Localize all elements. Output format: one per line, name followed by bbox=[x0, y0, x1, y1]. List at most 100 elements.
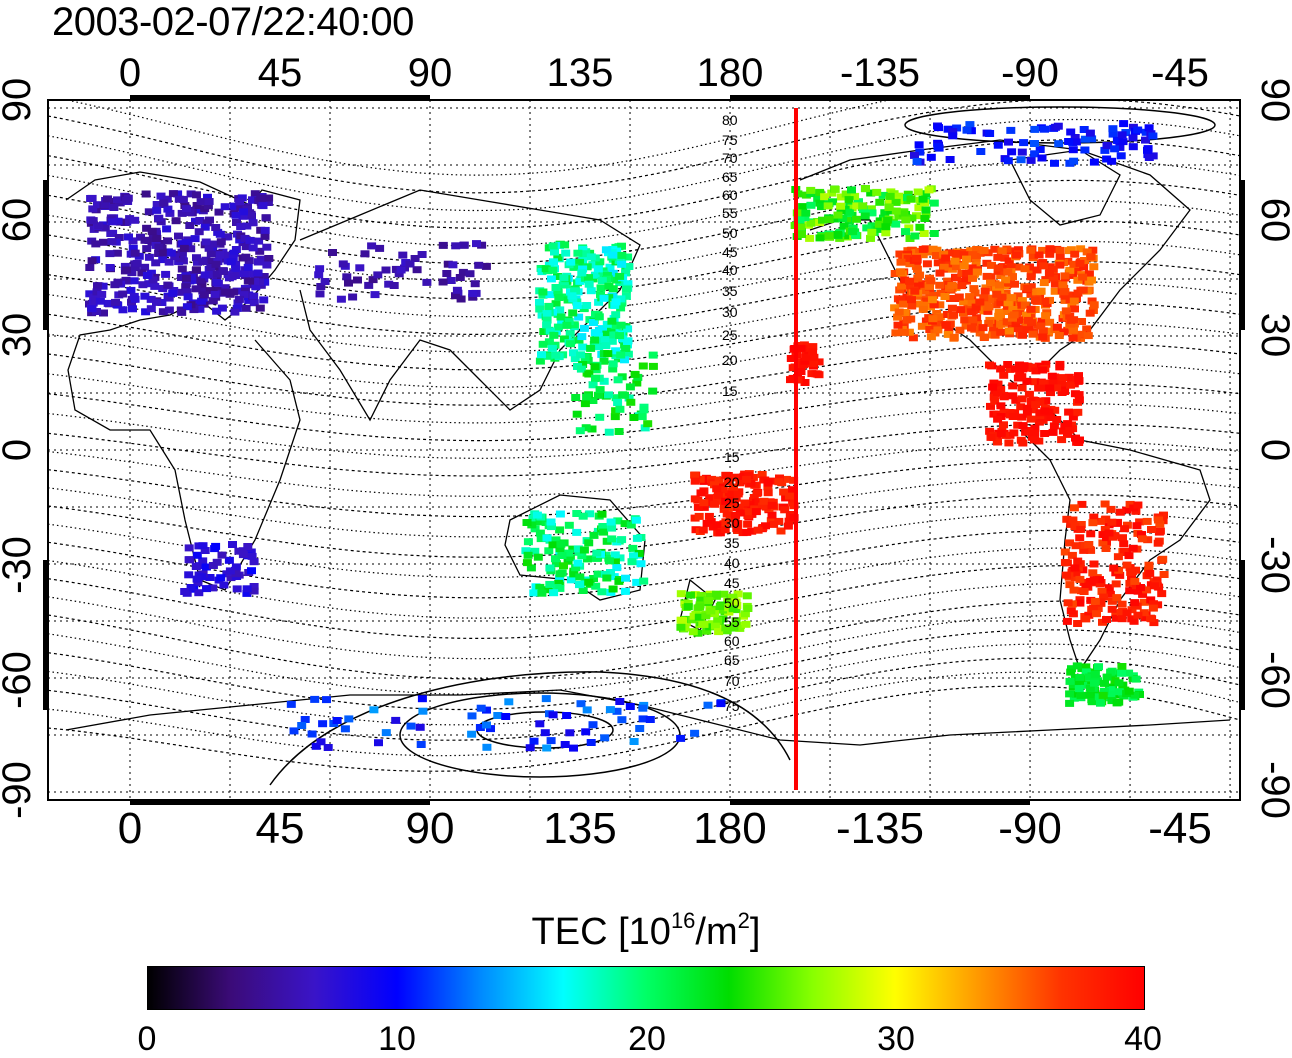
tec-point bbox=[1055, 253, 1065, 261]
tec-point bbox=[1013, 292, 1023, 300]
tec-point bbox=[933, 326, 943, 334]
tec-point bbox=[807, 360, 817, 368]
tec-point bbox=[1125, 579, 1135, 587]
tec-point bbox=[597, 277, 607, 285]
tec-point bbox=[623, 350, 633, 358]
tec-point bbox=[1072, 662, 1082, 670]
bottom-longitude-tick: -45 bbox=[1148, 804, 1212, 853]
tec-point bbox=[571, 564, 581, 572]
tec-point bbox=[1133, 587, 1143, 595]
tec-point bbox=[1089, 513, 1099, 521]
tec-point bbox=[344, 715, 354, 723]
tec-point bbox=[164, 306, 174, 314]
tec-point bbox=[621, 292, 631, 300]
tec-point bbox=[1114, 566, 1124, 574]
tec-point bbox=[108, 218, 117, 226]
tec-point bbox=[698, 526, 708, 534]
tec-point bbox=[1080, 146, 1090, 154]
tec-point bbox=[575, 277, 585, 285]
tec-point bbox=[241, 243, 251, 251]
tec-point bbox=[174, 195, 184, 203]
tec-point bbox=[1069, 260, 1079, 268]
tec-point bbox=[719, 501, 729, 509]
tec-point bbox=[917, 322, 927, 330]
tec-point bbox=[587, 425, 597, 433]
tec-point bbox=[87, 257, 97, 265]
tec-point bbox=[1019, 139, 1029, 147]
tec-point bbox=[370, 291, 380, 299]
tec-point bbox=[1020, 265, 1030, 273]
tec-point bbox=[1124, 687, 1134, 695]
tec-point bbox=[1017, 384, 1027, 392]
tec-point bbox=[753, 526, 763, 534]
tec-point bbox=[604, 391, 613, 399]
tec-point bbox=[595, 386, 605, 394]
tec-point bbox=[1101, 545, 1111, 552]
tec-point bbox=[493, 712, 503, 719]
tec-point bbox=[1047, 372, 1057, 380]
tec-point bbox=[1088, 246, 1098, 254]
tec-point bbox=[623, 341, 632, 349]
tec-point bbox=[611, 311, 621, 319]
tec-point bbox=[931, 252, 941, 259]
tec-point bbox=[970, 289, 980, 297]
tec-point bbox=[808, 343, 818, 351]
tec-point bbox=[105, 264, 115, 271]
tec-point bbox=[1013, 246, 1023, 254]
tec-point bbox=[195, 305, 205, 313]
tec-point bbox=[1122, 506, 1132, 514]
tec-point bbox=[844, 196, 854, 204]
tec-point bbox=[1068, 334, 1078, 342]
tec-point bbox=[1106, 668, 1116, 676]
tec-point bbox=[589, 319, 598, 326]
tec-point bbox=[307, 730, 317, 738]
tec-point bbox=[584, 370, 594, 378]
tec-point bbox=[184, 571, 194, 579]
contour-label: 50 bbox=[724, 595, 740, 611]
tec-point bbox=[600, 570, 610, 578]
tec-point bbox=[467, 712, 477, 720]
tec-point bbox=[968, 274, 977, 282]
tec-point bbox=[995, 281, 1004, 289]
left-latitude-tick: -60 bbox=[0, 651, 39, 709]
tec-point bbox=[996, 272, 1006, 280]
tec-point bbox=[535, 518, 545, 526]
tec-point bbox=[159, 249, 169, 257]
tec-point bbox=[198, 557, 208, 565]
tec-point bbox=[638, 704, 648, 712]
tec-point bbox=[976, 148, 986, 155]
tec-point bbox=[1023, 427, 1033, 435]
tec-point bbox=[1064, 138, 1074, 145]
tec-point bbox=[716, 700, 726, 708]
tec-point bbox=[186, 273, 196, 281]
contour-label: 75 bbox=[722, 132, 738, 148]
tec-point bbox=[105, 250, 115, 258]
tec-point bbox=[873, 225, 883, 233]
tec-point bbox=[1155, 520, 1165, 528]
tec-point bbox=[1122, 609, 1132, 617]
tec-point bbox=[580, 400, 590, 408]
tec-point bbox=[606, 569, 615, 576]
tec-point bbox=[952, 124, 962, 132]
bottom-longitude-tick: 180 bbox=[693, 804, 766, 853]
tec-point bbox=[1085, 129, 1095, 137]
tec-point bbox=[999, 371, 1009, 379]
tec-point bbox=[965, 269, 975, 277]
tec-point bbox=[1030, 125, 1040, 133]
tec-point bbox=[455, 274, 465, 281]
tec-point bbox=[608, 360, 618, 368]
tec-point bbox=[613, 517, 623, 525]
tec-point bbox=[1004, 257, 1014, 265]
tec-point bbox=[1045, 384, 1055, 392]
tec-point bbox=[555, 306, 565, 314]
tec-point bbox=[602, 320, 612, 328]
tec-point bbox=[586, 344, 596, 352]
tec-point bbox=[1040, 125, 1049, 133]
tec-point bbox=[1071, 542, 1081, 550]
tec-point bbox=[262, 243, 272, 251]
tec-point bbox=[575, 573, 585, 581]
tec-point bbox=[696, 592, 706, 599]
tec-point bbox=[774, 478, 784, 486]
tec-point bbox=[237, 194, 247, 202]
tec-point bbox=[112, 249, 122, 257]
